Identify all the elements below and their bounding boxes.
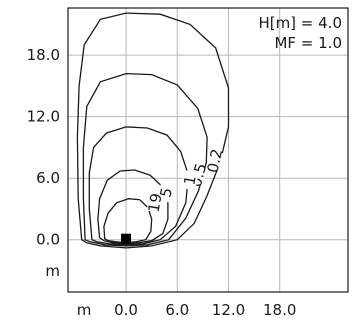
- y-tick-label: 0.0: [36, 231, 60, 249]
- y-tick-label: 12.0: [27, 108, 60, 126]
- y-axis-ticks: m 0.0 6.0 12.0 18.0: [27, 46, 60, 280]
- contour-label-mask: [181, 170, 199, 191]
- y-axis-unit-label: m: [45, 262, 60, 280]
- y-tick-label: 6.0: [36, 169, 60, 187]
- contour-label: 19: [145, 192, 166, 214]
- mounting-height-annotation: H[m] = 4.0: [258, 14, 342, 32]
- isoline-1: [88, 126, 190, 246]
- grid-lines: [68, 8, 348, 292]
- contour-label-mask: [206, 150, 224, 172]
- isoline-0-2: [76, 12, 230, 249]
- contour-label: 1: [180, 174, 199, 187]
- contour-label: 0.2: [204, 147, 227, 174]
- x-tick-label: 18.0: [263, 301, 296, 319]
- plot-frame: [67, 7, 349, 293]
- contour-label-mask: [146, 192, 164, 213]
- x-tick-label: 0.0: [114, 301, 138, 319]
- x-axis-unit-label: m: [77, 301, 92, 319]
- x-tick-label: 12.0: [212, 301, 245, 319]
- maintenance-factor-annotation: MF = 1.0: [274, 34, 342, 52]
- x-tick-label: 6.0: [165, 301, 189, 319]
- isoline-0-5: [82, 72, 208, 247]
- x-axis-ticks: m 0.0 6.0 12.0 18.0: [77, 301, 297, 319]
- y-tick-label: 18.0: [27, 46, 60, 64]
- isoline-19: [103, 198, 153, 244]
- luminaire-marker: [121, 233, 132, 244]
